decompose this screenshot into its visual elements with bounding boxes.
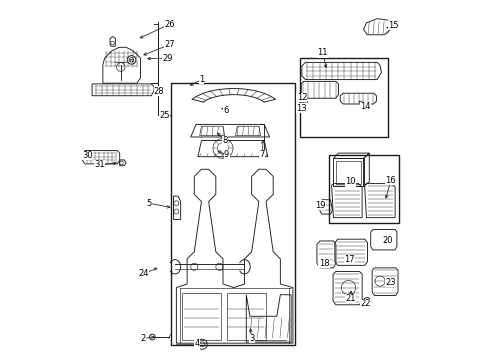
Text: 1: 1: [199, 75, 203, 84]
Text: 7: 7: [259, 150, 264, 159]
Text: 24: 24: [138, 269, 148, 278]
Text: 15: 15: [387, 21, 398, 30]
Text: 29: 29: [162, 54, 173, 63]
Bar: [300, 58, 387, 137]
Bar: [171, 83, 294, 345]
Text: 12: 12: [296, 93, 306, 102]
Text: 6: 6: [223, 105, 228, 114]
Text: 13: 13: [296, 104, 306, 113]
Text: 19: 19: [315, 201, 325, 210]
Text: 21: 21: [345, 294, 355, 303]
Bar: [226, 293, 265, 339]
Bar: [336, 161, 360, 184]
Text: 10: 10: [345, 177, 355, 186]
Text: 28: 28: [154, 86, 164, 95]
Text: 20: 20: [381, 236, 392, 245]
Text: 22: 22: [360, 299, 370, 308]
Text: 18: 18: [318, 259, 329, 268]
Text: 30: 30: [82, 151, 93, 160]
Text: 4: 4: [194, 339, 200, 348]
Text: 26: 26: [164, 19, 175, 28]
Text: 17: 17: [343, 255, 354, 264]
Text: 25: 25: [159, 111, 170, 120]
Text: 3: 3: [248, 334, 254, 343]
Bar: [328, 155, 398, 223]
Text: 23: 23: [385, 278, 395, 287]
Text: 8: 8: [222, 136, 227, 145]
Text: 14: 14: [360, 102, 370, 111]
Text: 27: 27: [164, 40, 175, 49]
Text: 31: 31: [94, 161, 104, 170]
Text: 5: 5: [146, 199, 152, 208]
Text: 2: 2: [141, 334, 146, 343]
Text: 16: 16: [385, 176, 395, 185]
Bar: [182, 293, 221, 339]
Text: 11: 11: [317, 48, 327, 57]
Text: 9: 9: [224, 150, 229, 159]
